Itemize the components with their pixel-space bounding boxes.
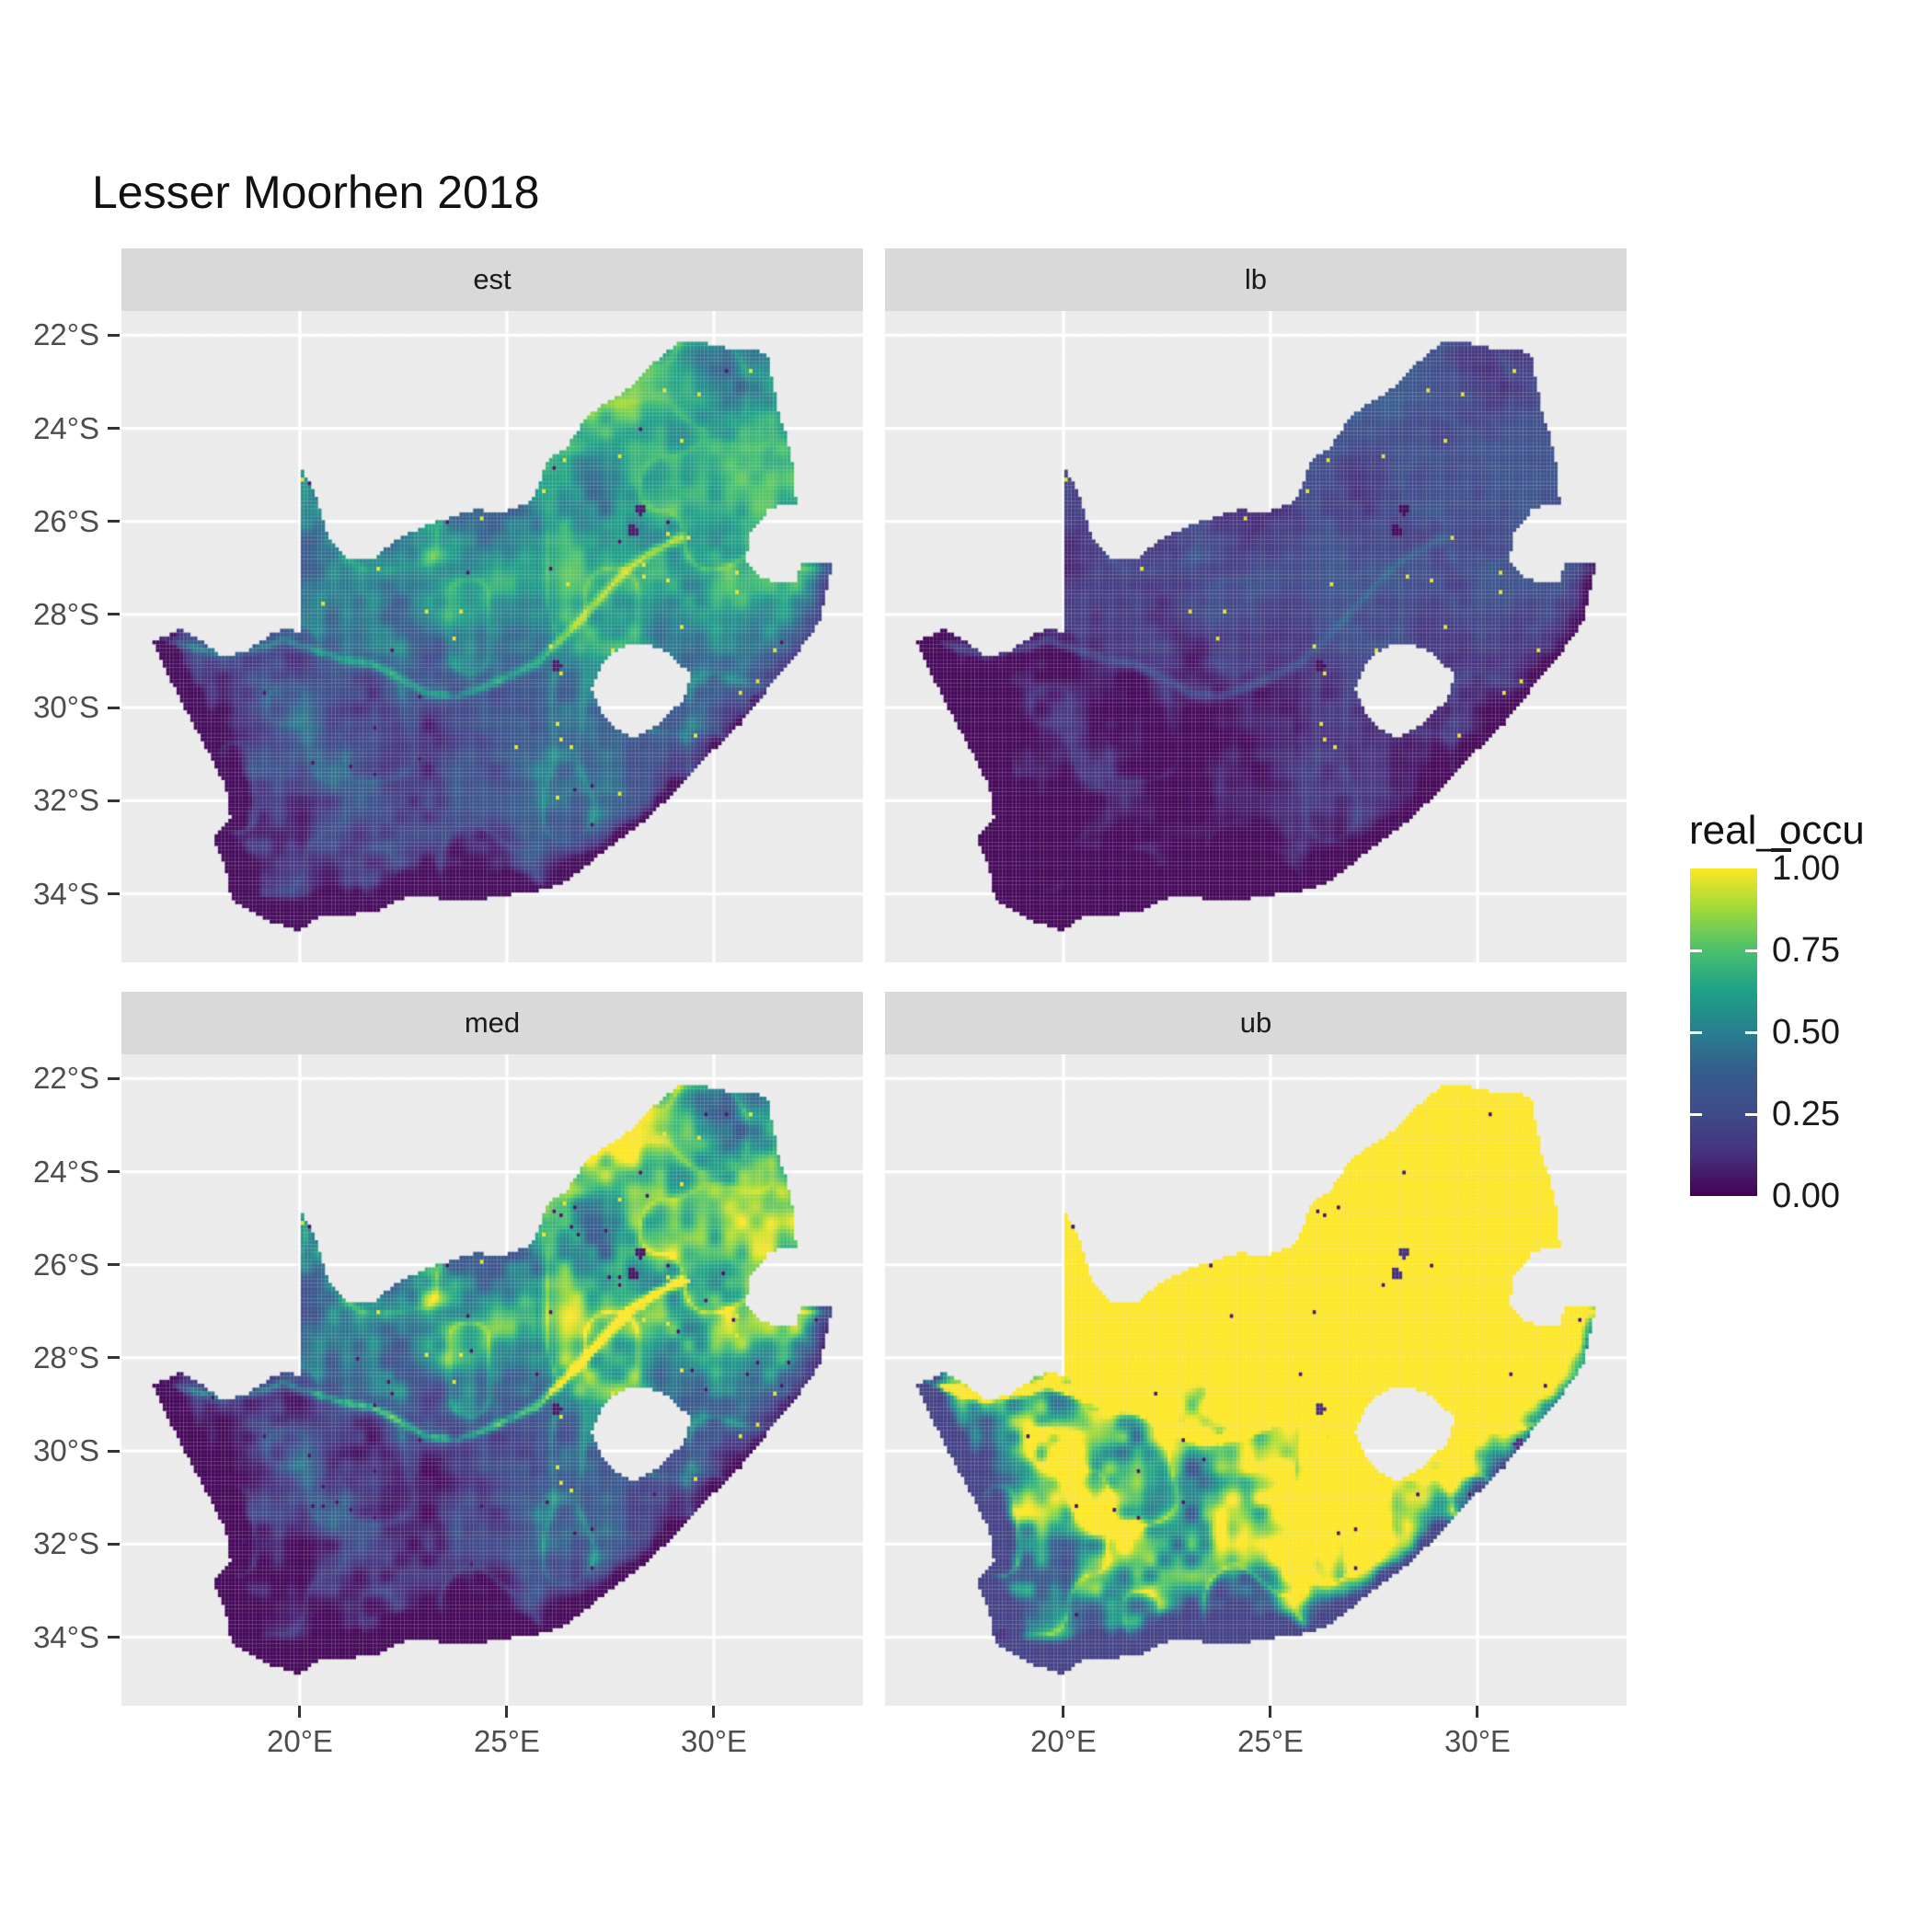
- facet-strip-est: est: [121, 248, 863, 311]
- legend-label: 0.75: [1772, 931, 1840, 970]
- legend-bar-tick: [1690, 1112, 1702, 1116]
- x-axis-label: 20°E: [1029, 1724, 1097, 1758]
- y-axis-label: 24°S: [33, 1154, 99, 1189]
- facet-strip-med: med: [121, 992, 863, 1054]
- y-axis-tick: [108, 1170, 120, 1174]
- legend-colorbar: real_occu 1.00 0.75 0.50 0.25 0.00: [1674, 808, 1932, 1249]
- map-panel-lb: [885, 311, 1627, 962]
- y-axis-label: 26°S: [33, 503, 99, 538]
- y-axis-label: 26°S: [33, 1247, 99, 1282]
- legend-bar-tick: [1745, 1030, 1757, 1034]
- y-axis-tick: [108, 520, 120, 523]
- y-axis-tick: [108, 427, 120, 431]
- y-axis-tick: [108, 333, 120, 337]
- legend-label: 0.25: [1772, 1095, 1840, 1133]
- legend-top-tick: [1771, 848, 1791, 852]
- y-axis-label: 34°S: [33, 876, 99, 911]
- y-axis-tick: [108, 613, 120, 616]
- legend-label: 0.50: [1772, 1013, 1840, 1052]
- facet-strip-label-lb: lb: [1244, 263, 1268, 295]
- facet-strip-lb: lb: [885, 248, 1627, 311]
- y-axis-label: 30°S: [33, 1433, 99, 1468]
- legend-bar-tick: [1745, 949, 1757, 952]
- y-axis-label: 22°S: [33, 317, 99, 352]
- y-axis-tick: [108, 1636, 120, 1639]
- y-axis-label: 32°S: [33, 1526, 99, 1561]
- legend-bar-tick: [1690, 949, 1702, 952]
- legend-title: real_occu: [1689, 808, 1865, 853]
- y-axis-tick: [108, 1263, 120, 1267]
- x-axis-tick: [712, 1706, 716, 1718]
- x-axis-tick: [1269, 1706, 1272, 1718]
- y-axis-label: 34°S: [33, 1619, 99, 1654]
- y-axis-tick: [108, 1449, 120, 1453]
- facet-strip-label-ub: ub: [1239, 1006, 1272, 1039]
- x-axis-label: 30°E: [1444, 1724, 1511, 1758]
- map-panel-est: [121, 311, 863, 962]
- legend-label: 1.00: [1772, 849, 1840, 888]
- x-axis-tick: [1062, 1706, 1065, 1718]
- y-axis-label: 24°S: [33, 410, 99, 445]
- x-axis-label: 25°E: [1237, 1724, 1304, 1758]
- legend-bar-tick: [1690, 1030, 1702, 1034]
- map-panel-med: [121, 1054, 863, 1706]
- map-panel-ub: [885, 1054, 1627, 1706]
- y-axis-tick: [108, 1542, 120, 1546]
- legend-label: 0.00: [1772, 1177, 1840, 1215]
- x-axis-tick: [1476, 1706, 1479, 1718]
- y-axis-label: 28°S: [33, 596, 99, 631]
- x-axis-label: 20°E: [266, 1724, 333, 1758]
- x-axis-label: 25°E: [474, 1724, 540, 1758]
- y-axis-label: 28°S: [33, 1340, 99, 1374]
- y-axis-label: 32°S: [33, 783, 99, 818]
- facet-strip-label-est: est: [473, 263, 512, 295]
- y-axis-tick: [108, 1356, 120, 1360]
- y-axis-tick: [108, 892, 120, 896]
- facet-strip-label-med: med: [464, 1006, 521, 1039]
- x-axis-tick: [298, 1706, 302, 1718]
- y-axis-label: 22°S: [33, 1061, 99, 1096]
- facet-strip-ub: ub: [885, 992, 1627, 1054]
- y-axis-tick: [108, 799, 120, 802]
- y-axis-label: 30°S: [33, 690, 99, 725]
- x-axis-tick: [505, 1706, 509, 1718]
- plot-title: Lesser Moorhen 2018: [92, 167, 540, 218]
- y-axis-tick: [108, 706, 120, 709]
- y-axis-tick: [108, 1076, 120, 1080]
- x-axis-label: 30°E: [681, 1724, 747, 1758]
- legend-bar-tick: [1745, 1112, 1757, 1116]
